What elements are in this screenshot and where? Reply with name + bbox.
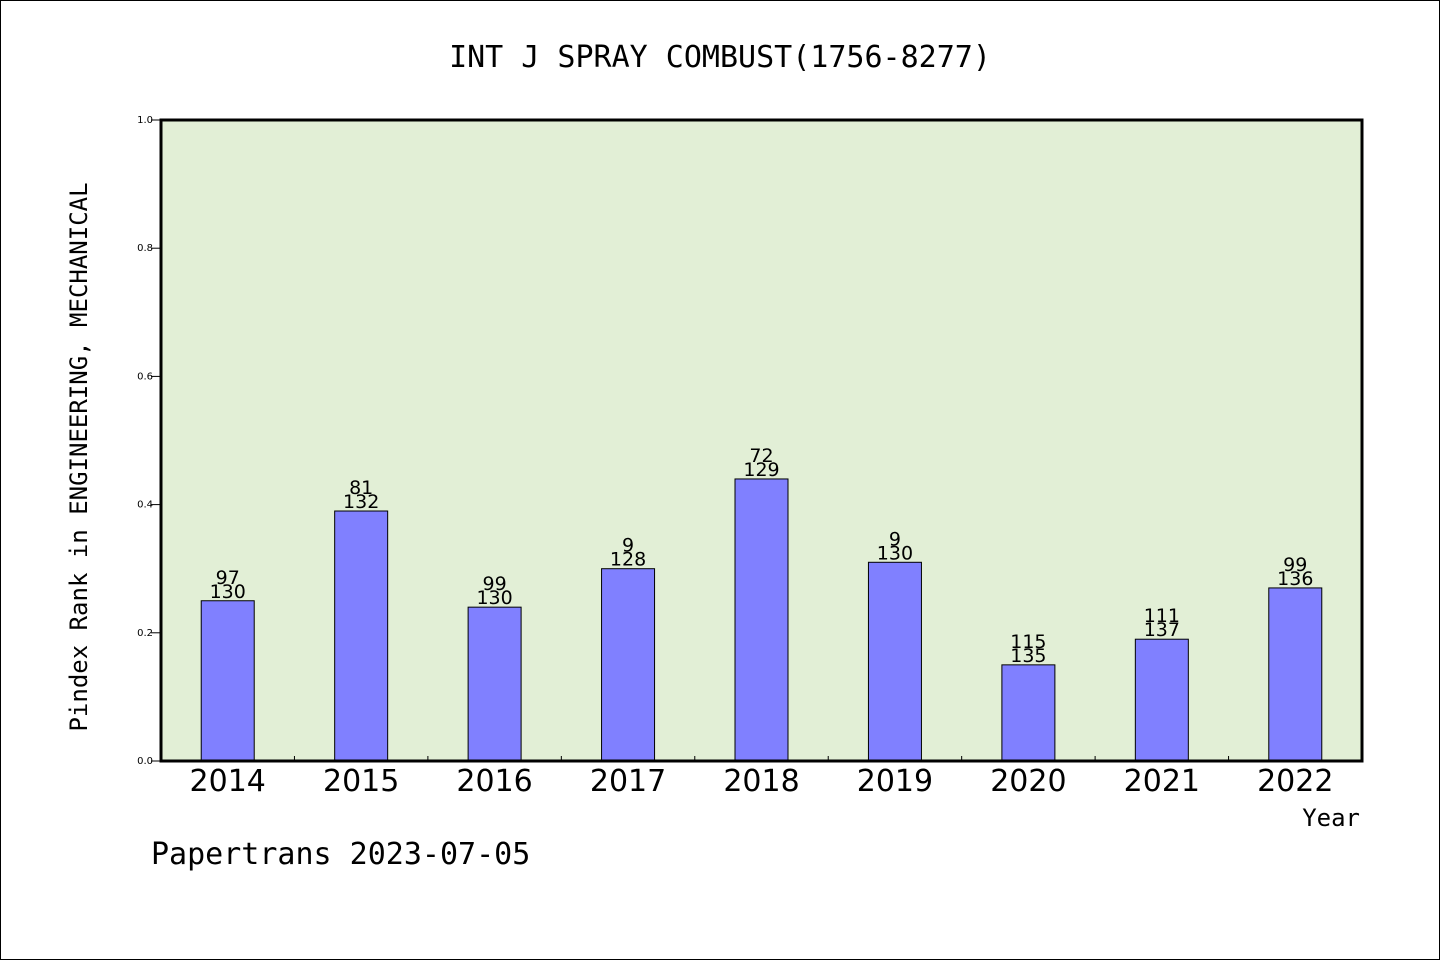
bar-total-label: 130 — [476, 587, 512, 609]
bar-rank-label: 111 — [1144, 605, 1180, 627]
x-axis: 2014 2015 2016 2017 2018 2019 2020 2021 2022 — [190, 756, 1333, 799]
bar-rank-label: 9 — [622, 535, 634, 557]
bar-total-label: 130 — [210, 581, 246, 603]
bar — [467, 606, 522, 762]
x-tick-label: 2020 — [990, 764, 1066, 799]
chart-title: INT J SPRAY COMBUST(1756-8277) — [449, 40, 991, 75]
bar-rank-label: 81 — [349, 477, 373, 499]
x-tick-label: 2016 — [456, 764, 532, 799]
x-axis-label: Year — [1302, 804, 1360, 832]
bar — [601, 568, 656, 762]
bar-total-label: 137 — [1144, 619, 1180, 641]
bar-total-label: 135 — [1010, 645, 1046, 667]
y-tick-label: 0.6 — [137, 371, 153, 382]
bar — [334, 510, 389, 762]
bar — [867, 561, 922, 762]
x-tick-label: 2022 — [1257, 764, 1333, 799]
x-tick-label: 2018 — [723, 764, 799, 799]
bar-rank-label: 97 — [216, 567, 240, 589]
x-tick-label: 2015 — [323, 764, 399, 799]
bar — [1268, 587, 1323, 762]
bar-total-label: 128 — [610, 549, 646, 571]
bars: 9713081132991309128721299130115135111137… — [200, 445, 1323, 762]
x-tick-label: 2019 — [857, 764, 933, 799]
bar — [1001, 664, 1056, 762]
x-tick-label: 2017 — [590, 764, 666, 799]
watermark-text: Papertrans 2023-07-05 — [151, 837, 530, 872]
plot-border — [159, 118, 1364, 763]
bar — [1134, 638, 1189, 762]
bar — [734, 478, 789, 762]
y-axis-label: Pindex Rank in ENGINEERING, MECHANICAL — [65, 182, 93, 731]
bar — [200, 600, 255, 762]
y-tick-label: 0.0 — [137, 756, 153, 767]
bar-rank-label: 99 — [483, 573, 507, 595]
bar-total-label: 130 — [877, 542, 913, 564]
bar-total-label: 129 — [743, 459, 779, 481]
bar-rank-label: 72 — [749, 445, 773, 467]
bar-total-label: 132 — [343, 491, 379, 513]
x-tick-label: 2014 — [190, 764, 266, 799]
y-tick-label: 0.4 — [137, 500, 153, 511]
bar-total-label: 136 — [1277, 568, 1313, 590]
bar-rank-label: 9 — [889, 528, 901, 550]
bar-rank-label: 115 — [1010, 631, 1046, 653]
y-tick-label: 0.2 — [137, 628, 153, 639]
bar-rank-label: 99 — [1283, 554, 1307, 576]
y-tick-label: 0.8 — [137, 243, 153, 254]
y-tick-label: 1.0 — [137, 115, 153, 126]
x-tick-label: 2021 — [1124, 764, 1200, 799]
y-axis: 0.0 0.2 0.4 0.6 0.8 1.0 — [137, 115, 161, 767]
